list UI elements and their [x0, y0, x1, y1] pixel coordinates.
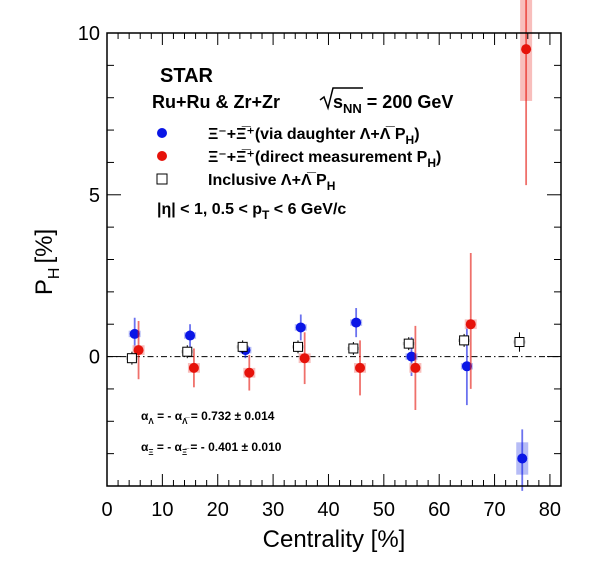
x-tick-label: 20 [207, 499, 229, 521]
x-tick-label: 40 [317, 499, 339, 521]
data-point [351, 317, 362, 328]
data-point [459, 335, 470, 346]
y-axis-title: PH [%] [31, 229, 63, 295]
alpha-lambda-sub: Λ [148, 417, 154, 426]
svg-text:sNN = 200 GeV: sNN = 200 GeV [333, 92, 453, 116]
data-point [461, 361, 472, 372]
alpha-xi-sym: α [141, 440, 149, 454]
series-1 [132, 0, 533, 410]
alpha-lambda-mid: = - α [154, 409, 183, 423]
x-tick-label: 30 [262, 499, 284, 521]
data-point [465, 319, 476, 330]
legend-label: Inclusive Λ+Λ̅ PH [208, 171, 335, 193]
data-point [514, 337, 525, 348]
legend-label-main: Ξ⁻+Ξ̅⁺(direct measurement P [208, 148, 428, 166]
data-point [244, 367, 255, 378]
x-tick-label: 60 [428, 499, 450, 521]
data-point [126, 353, 137, 364]
data-point [348, 343, 359, 354]
series-2 [125, 332, 526, 365]
alpha-xi-sub: Ξ [148, 448, 153, 457]
ticks-layer: 0 10 20 30 40 50 60 70 80 0 5 10 [78, 23, 562, 521]
y-tick-label: 10 [78, 23, 100, 45]
alpha-lambda-val: = 0.732 ± 0.014 [187, 409, 274, 423]
alpha-xi-sub2: Ξ̅ [182, 448, 190, 457]
data-point [129, 328, 140, 339]
data-point [406, 351, 417, 362]
x-tick-label: 70 [483, 499, 505, 521]
y-tick-label: 0 [89, 347, 100, 369]
legend-marker [157, 128, 167, 138]
data-point [403, 338, 414, 349]
alpha-xi-val: = - 0.401 ± 0.010 [187, 440, 282, 454]
y-tick-label: 5 [89, 185, 100, 207]
y-axis-title-unit: [%] [31, 229, 58, 264]
legend-label-main: Ξ⁻+Ξ̅⁺(via daughter Λ+Λ̅ P [208, 125, 406, 143]
legend-label-sub: H [406, 133, 415, 147]
legend-label: Ξ⁻+Ξ̅⁺(direct measurement PH) [208, 148, 441, 170]
series-0 [128, 308, 529, 491]
data-point [182, 346, 193, 357]
x-axis-title: Centrality [%] [263, 526, 406, 553]
experiment-label: STAR [160, 65, 214, 87]
kinematics-main: |η| < 1, 0.5 < p [157, 201, 262, 218]
sqrt-symbol [319, 87, 363, 111]
data-point [299, 353, 310, 364]
legend-label-end: ) [414, 126, 419, 143]
legend-marker [157, 151, 167, 161]
data-point [521, 44, 532, 55]
legend-label: Ξ⁻+Ξ̅⁺(via daughter Λ+Λ̅ PH) [208, 125, 420, 147]
data-point [133, 345, 144, 356]
alpha-lambda-sub2: Λ̅ [182, 417, 190, 426]
data-point [237, 341, 248, 352]
kinematics-sub: T [262, 208, 270, 222]
system-label: Ru+Ru & Zr+Zr [152, 92, 280, 112]
legend-marker [156, 173, 168, 185]
energy-symbol: s [333, 92, 343, 112]
data-point [188, 362, 199, 373]
x-tick-label: 50 [373, 499, 395, 521]
legend-label-sub: H [327, 179, 336, 193]
legend-label-sub: H [427, 156, 436, 170]
data-point [517, 453, 528, 464]
energy-value: = 200 GeV [362, 92, 454, 112]
marks-layer [125, 0, 533, 491]
alpha-xi-label: αΞ = - αΞ̅ = - 0.401 ± 0.010 [141, 440, 282, 457]
y-axis-title-main: P [31, 279, 58, 295]
data-point [185, 330, 196, 341]
x-tick-label: 10 [151, 499, 173, 521]
data-point [355, 362, 366, 373]
x-tick-label: 0 [101, 499, 112, 521]
energy-label: sNN = 200 GeV [319, 87, 453, 116]
data-point [295, 322, 306, 333]
alpha-lambda-label: αΛ = - αΛ̅ = 0.732 ± 0.014 [141, 409, 275, 426]
kinematics-end: < 6 GeV/c [269, 201, 346, 218]
y-axis-title-sub: H [46, 268, 63, 280]
legend-label-end: ) [436, 149, 441, 166]
alpha-xi-mid: = - α [154, 440, 183, 454]
data-point [410, 362, 421, 373]
alpha-lambda-sym: α [141, 409, 149, 423]
kinematics-label: |η| < 1, 0.5 < pT < 6 GeV/c [157, 201, 346, 222]
x-tick-label: 80 [539, 499, 561, 521]
data-point [293, 341, 304, 352]
energy-sub: NN [343, 101, 362, 116]
legend: Ξ⁻+Ξ̅⁺(via daughter Λ+Λ̅ PH)Ξ⁻+Ξ̅⁺(direc… [156, 125, 441, 193]
legend-label-main: Inclusive Λ+Λ̅ P [208, 171, 327, 189]
